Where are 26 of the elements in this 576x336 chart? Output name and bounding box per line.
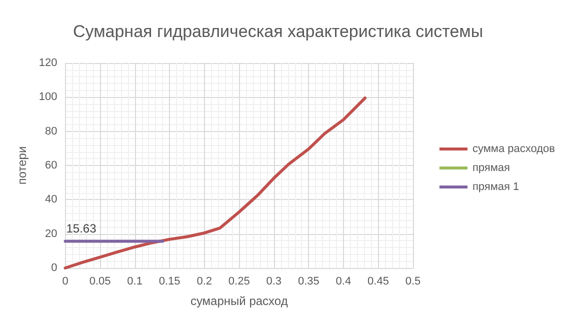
y-tick-label: 120 [38, 57, 58, 69]
x-tick-label: 0.1 [127, 276, 142, 288]
y-tick-label: 80 [45, 125, 58, 138]
x-tick-label: 0.3 [266, 276, 282, 288]
x-tick-label: 0.25 [228, 276, 250, 288]
y-tick-label: 40 [45, 194, 58, 206]
y-tick-label: 100 [38, 91, 58, 104]
legend-label: прямая [472, 162, 510, 174]
x-tick-label: 0 [62, 276, 68, 288]
x-tick-label: 0.2 [196, 276, 212, 288]
x-tick-label: 0.05 [89, 276, 111, 288]
chart-title: Сумарная гидравлическая характеристика системы [73, 22, 484, 41]
x-tick-label: 0.4 [336, 276, 352, 288]
y-tick-label: 20 [45, 228, 58, 240]
x-tick-label: 0.5 [405, 276, 421, 288]
x-tick-label: 0.15 [158, 276, 180, 288]
x-tick-label: 0.35 [298, 276, 320, 288]
y-axis-title: потери [15, 146, 29, 185]
legend-label: сумма расходов [472, 143, 556, 155]
legend-label: прямая 1 [472, 181, 520, 193]
data-label: 15.63 [66, 221, 97, 236]
line-series [64, 96, 367, 270]
y-tick-label: 0 [51, 262, 58, 274]
x-axis-title: сумарный расход [190, 294, 288, 308]
y-tick-label: 60 [45, 160, 58, 172]
x-tick-label: 0.45 [368, 276, 389, 288]
